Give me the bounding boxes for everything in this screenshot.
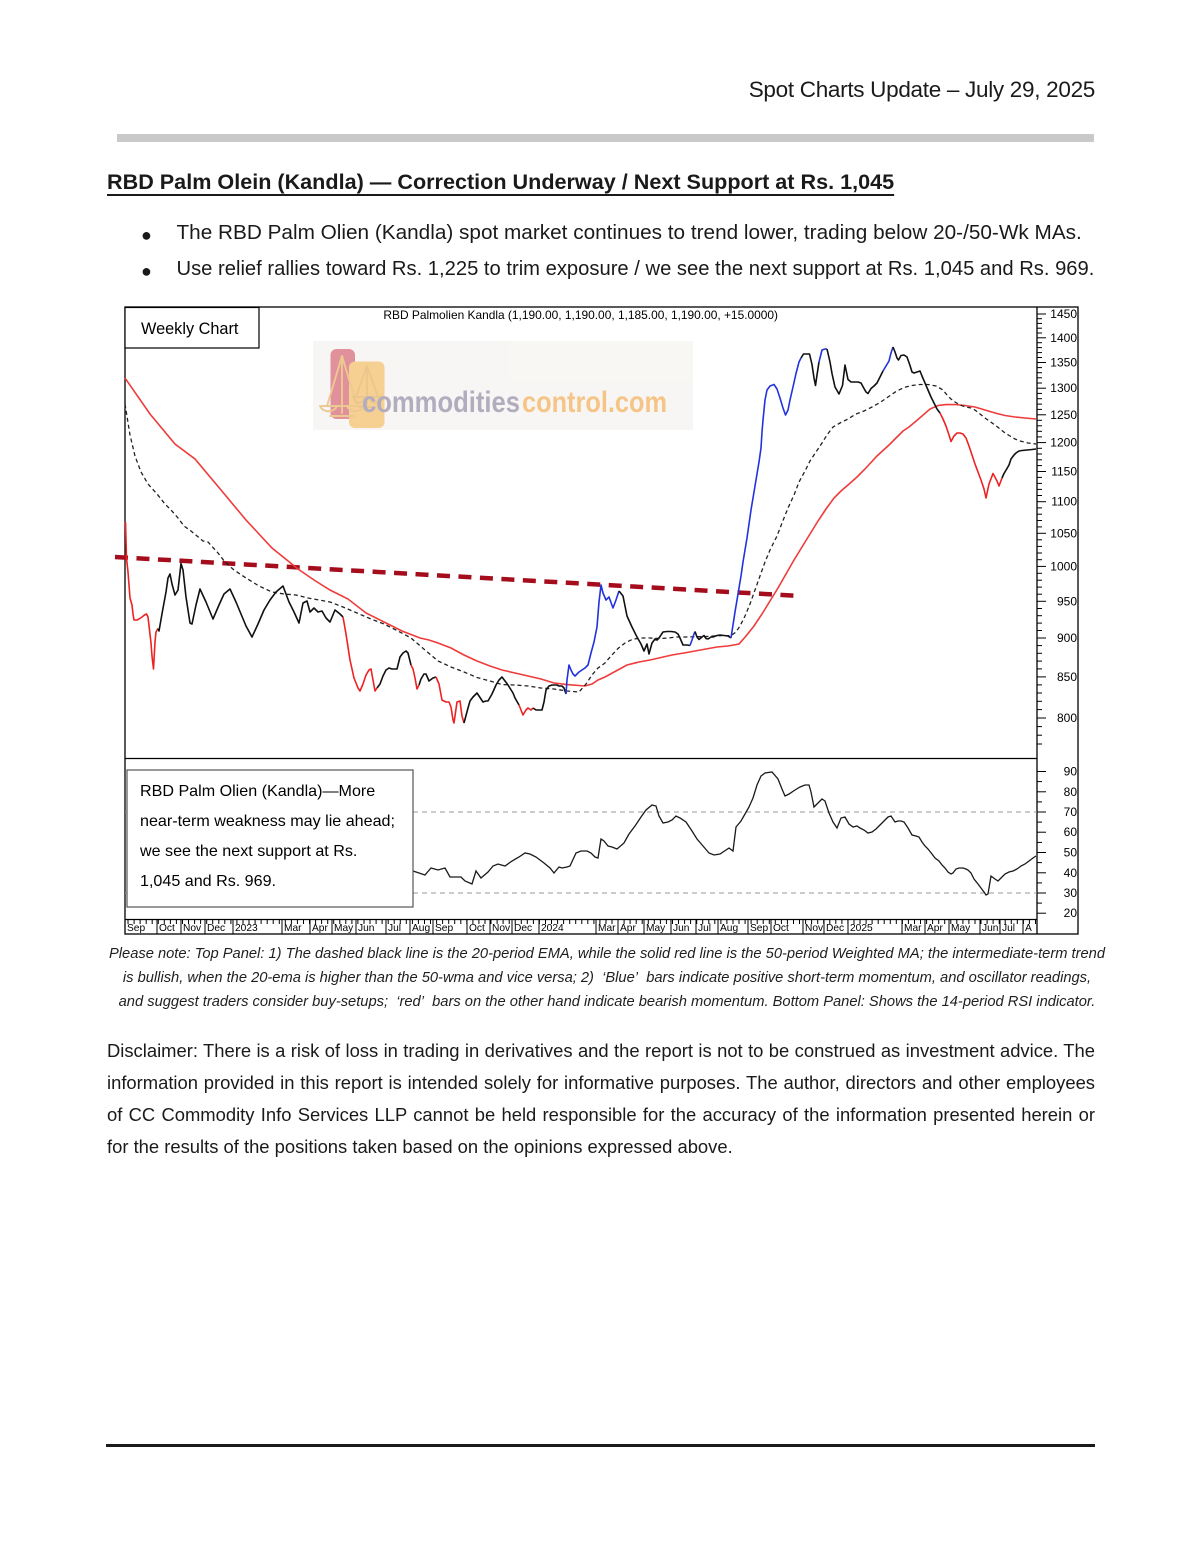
- svg-text:1150: 1150: [1051, 465, 1077, 479]
- svg-text:2025: 2025: [850, 923, 873, 934]
- svg-text:Aug: Aug: [720, 923, 738, 934]
- svg-text:Mar: Mar: [904, 923, 922, 934]
- svg-text:1000: 1000: [1050, 559, 1077, 573]
- svg-text:May: May: [646, 923, 666, 934]
- svg-text:1400: 1400: [1050, 331, 1077, 345]
- svg-text:1050: 1050: [1050, 526, 1077, 540]
- svg-text:900: 900: [1057, 631, 1077, 645]
- svg-text:Jul: Jul: [1002, 923, 1015, 934]
- svg-text:Mar: Mar: [598, 923, 616, 934]
- svg-text:RBD Palmolien Kandla (1,190.00: RBD Palmolien Kandla (1,190.00, 1,190.00…: [383, 308, 778, 322]
- svg-text:A: A: [1025, 923, 1032, 934]
- svg-text:1200: 1200: [1050, 436, 1077, 450]
- svg-text:40: 40: [1064, 866, 1078, 880]
- svg-text:Jun: Jun: [673, 923, 689, 934]
- svg-text:Sep: Sep: [435, 923, 453, 934]
- svg-text:Nov: Nov: [805, 923, 824, 934]
- svg-text:Oct: Oct: [773, 923, 789, 934]
- svg-text:Oct: Oct: [469, 923, 485, 934]
- svg-text:1,045 and Rs. 969.: 1,045 and Rs. 969.: [140, 872, 276, 890]
- svg-text:Nov: Nov: [183, 923, 202, 934]
- svg-text:2023: 2023: [235, 923, 258, 934]
- svg-text:Apr: Apr: [620, 923, 636, 934]
- svg-text:70: 70: [1064, 805, 1078, 819]
- svg-text:950: 950: [1057, 594, 1077, 608]
- svg-text:2024: 2024: [541, 923, 564, 934]
- svg-text:Jul: Jul: [388, 923, 401, 934]
- svg-text:90: 90: [1064, 765, 1078, 779]
- svg-text:May: May: [334, 923, 354, 934]
- svg-text:800: 800: [1057, 711, 1077, 725]
- svg-text:Dec: Dec: [514, 923, 532, 934]
- svg-text:60: 60: [1064, 825, 1078, 839]
- svg-text:Apr: Apr: [927, 923, 943, 934]
- svg-text:Sep: Sep: [750, 923, 768, 934]
- svg-text:20: 20: [1064, 906, 1078, 920]
- svg-text:we see the next support at Rs.: we see the next support at Rs.: [139, 842, 357, 860]
- svg-text:Sep: Sep: [127, 923, 145, 934]
- svg-text:RBD Palm Olien (Kandla)—More: RBD Palm Olien (Kandla)—More: [140, 782, 375, 800]
- svg-text:30: 30: [1064, 886, 1078, 900]
- svg-text:Jul: Jul: [698, 923, 711, 934]
- svg-text:control.com: control.com: [522, 386, 667, 419]
- svg-text:Aug: Aug: [412, 923, 430, 934]
- svg-text:1100: 1100: [1051, 495, 1077, 509]
- svg-text:50: 50: [1064, 846, 1078, 860]
- svg-text:1250: 1250: [1050, 408, 1077, 422]
- svg-text:Nov: Nov: [492, 923, 511, 934]
- svg-text:commodities: commodities: [362, 386, 520, 419]
- svg-text:Mar: Mar: [284, 923, 302, 934]
- svg-text:Weekly Chart: Weekly Chart: [141, 320, 239, 338]
- svg-text:Apr: Apr: [312, 923, 328, 934]
- svg-text:Jun: Jun: [982, 923, 998, 934]
- svg-text:850: 850: [1057, 670, 1077, 684]
- svg-text:May: May: [951, 923, 971, 934]
- svg-text:1450: 1450: [1050, 307, 1077, 321]
- svg-text:1350: 1350: [1050, 356, 1077, 370]
- svg-text:near-term weakness may lie ahe: near-term weakness may lie ahead;: [140, 812, 395, 830]
- svg-text:80: 80: [1064, 785, 1078, 799]
- svg-text:Dec: Dec: [207, 923, 225, 934]
- svg-text:Jun: Jun: [358, 923, 374, 934]
- svg-text:Oct: Oct: [159, 923, 175, 934]
- svg-text:Dec: Dec: [826, 923, 844, 934]
- svg-text:1300: 1300: [1050, 381, 1077, 395]
